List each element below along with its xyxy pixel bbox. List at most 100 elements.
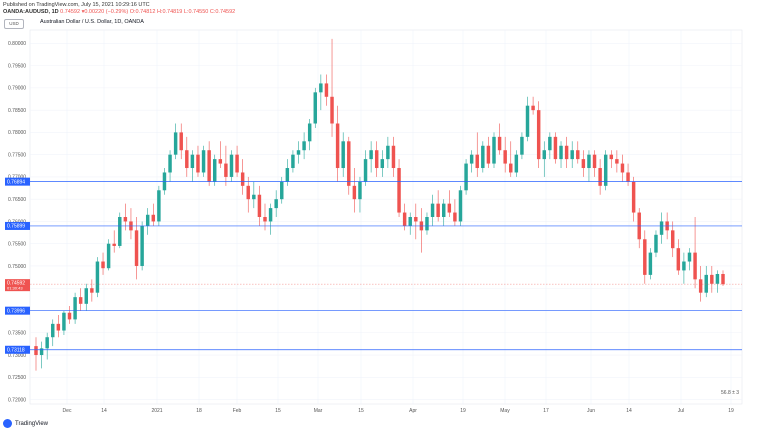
- candle-body[interactable]: [548, 136, 552, 151]
- candle-body[interactable]: [341, 141, 345, 169]
- candle-body[interactable]: [626, 172, 630, 182]
- candle-body[interactable]: [520, 136, 524, 155]
- candle-body[interactable]: [693, 252, 697, 280]
- candle-body[interactable]: [95, 261, 100, 293]
- candle-body[interactable]: [274, 199, 278, 209]
- candle-body[interactable]: [302, 141, 306, 151]
- candle-body[interactable]: [464, 163, 468, 191]
- candle-body[interactable]: [576, 150, 580, 160]
- candle-body[interactable]: [453, 212, 457, 222]
- candle-body[interactable]: [425, 217, 429, 231]
- candle-body[interactable]: [603, 154, 608, 186]
- candle-body[interactable]: [330, 96, 334, 124]
- candle-body[interactable]: [34, 346, 38, 356]
- candle-body[interactable]: [469, 154, 474, 164]
- candle-body[interactable]: [218, 159, 223, 164]
- candle-body[interactable]: [45, 337, 49, 349]
- candle-body[interactable]: [408, 217, 412, 226]
- candle-body[interactable]: [615, 159, 619, 164]
- candle-body[interactable]: [240, 172, 245, 186]
- candle-body[interactable]: [157, 190, 161, 222]
- candle-body[interactable]: [285, 168, 290, 182]
- candle-body[interactable]: [347, 141, 351, 186]
- candle-body[interactable]: [525, 105, 530, 137]
- currency-button[interactable]: USD: [4, 19, 24, 29]
- candle-body[interactable]: [235, 154, 239, 173]
- candle-body[interactable]: [497, 136, 502, 151]
- candle-body[interactable]: [151, 214, 156, 222]
- candle-body[interactable]: [268, 208, 273, 222]
- candle-body[interactable]: [56, 323, 61, 331]
- candle-body[interactable]: [659, 221, 664, 235]
- candle-body[interactable]: [687, 252, 692, 262]
- candle-body[interactable]: [78, 297, 83, 304]
- candle-body[interactable]: [447, 203, 452, 213]
- candle-body[interactable]: [358, 181, 362, 200]
- candle-body[interactable]: [436, 203, 440, 217]
- candle-body[interactable]: [698, 279, 703, 293]
- candle-body[interactable]: [559, 145, 563, 160]
- candle-body[interactable]: [486, 145, 491, 164]
- candle-body[interactable]: [252, 194, 256, 200]
- candle-body[interactable]: [587, 154, 591, 169]
- candle-body[interactable]: [609, 154, 614, 160]
- candle-body[interactable]: [335, 123, 340, 169]
- candle-body[interactable]: [643, 239, 647, 275]
- candle-body[interactable]: [369, 150, 373, 160]
- candle-body[interactable]: [671, 230, 675, 249]
- candle-body[interactable]: [101, 261, 105, 269]
- candle-body[interactable]: [106, 243, 111, 269]
- candle-body[interactable]: [51, 323, 55, 338]
- candle-body[interactable]: [280, 181, 284, 200]
- candle-body[interactable]: [62, 312, 66, 331]
- candle-body[interactable]: [291, 154, 295, 169]
- candle-body[interactable]: [196, 154, 200, 173]
- candle-body[interactable]: [503, 150, 507, 164]
- candle-body[interactable]: [145, 214, 150, 226]
- candle-body[interactable]: [296, 150, 301, 155]
- candle-body[interactable]: [257, 194, 262, 217]
- candle-body[interactable]: [481, 145, 485, 169]
- candle-body[interactable]: [430, 203, 435, 217]
- candle-body[interactable]: [319, 83, 323, 93]
- candle-body[interactable]: [458, 190, 463, 222]
- candle-body[interactable]: [324, 83, 329, 97]
- candle-body[interactable]: [224, 163, 228, 177]
- candle-body[interactable]: [140, 225, 144, 266]
- candle-body[interactable]: [704, 274, 708, 293]
- candle-body[interactable]: [397, 168, 401, 213]
- candle-body[interactable]: [402, 212, 407, 226]
- candle-body[interactable]: [710, 274, 714, 284]
- candle-body[interactable]: [475, 154, 479, 169]
- candle-body[interactable]: [173, 132, 178, 155]
- candle-body[interactable]: [380, 159, 385, 169]
- candle-body[interactable]: [313, 92, 317, 124]
- candle-body[interactable]: [352, 185, 357, 200]
- candle-body[interactable]: [648, 252, 653, 275]
- candle-body[interactable]: [570, 150, 574, 160]
- candle-body[interactable]: [676, 248, 681, 271]
- candle-body[interactable]: [391, 145, 396, 169]
- candle-body[interactable]: [168, 154, 172, 173]
- candle-body[interactable]: [715, 273, 720, 284]
- candle-body[interactable]: [386, 145, 390, 160]
- candle-body[interactable]: [564, 145, 569, 160]
- candle-body[interactable]: [67, 312, 72, 320]
- candle-body[interactable]: [112, 243, 116, 246]
- candle-body[interactable]: [492, 136, 496, 164]
- candle-body[interactable]: [185, 150, 189, 169]
- candle-body[interactable]: [134, 230, 139, 266]
- candle-body[interactable]: [123, 217, 128, 222]
- candle-body[interactable]: [598, 168, 602, 186]
- candle-body[interactable]: [190, 154, 195, 169]
- candle-body[interactable]: [509, 163, 513, 173]
- candle-body[interactable]: [654, 234, 658, 253]
- candle-body[interactable]: [73, 297, 77, 320]
- candle-body[interactable]: [246, 185, 250, 200]
- candle-body[interactable]: [307, 123, 312, 142]
- candle-body[interactable]: [229, 154, 234, 177]
- candle-body[interactable]: [414, 217, 418, 222]
- candle-body[interactable]: [620, 163, 625, 173]
- candle-body[interactable]: [39, 348, 44, 356]
